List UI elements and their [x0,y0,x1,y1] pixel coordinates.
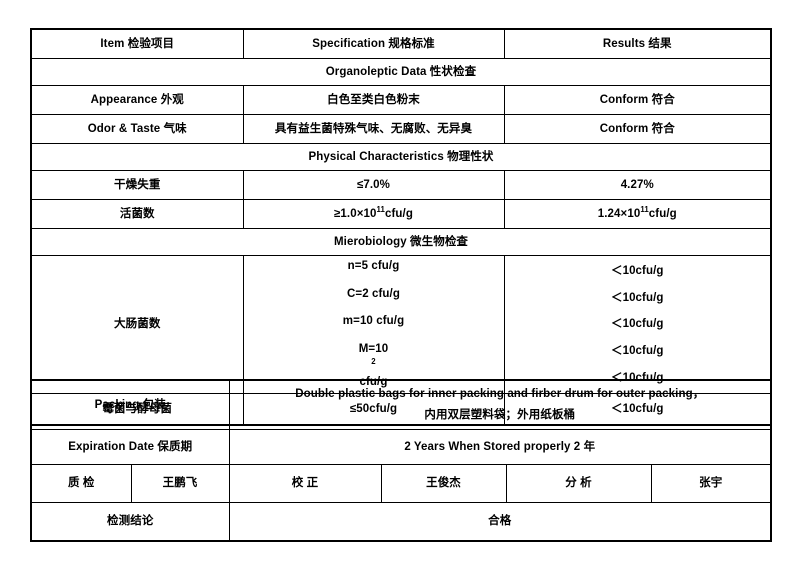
conclusion-value: 合格 [228,502,772,542]
signature-name-analysis: 张宇 [650,464,772,503]
conclusion-row: 检测结论 合格 [30,502,772,542]
row-item-appearance: Appearance 外观 [30,85,244,115]
row-spec-loss-on-drying: ≤7.0% [242,170,505,200]
coliform-spec-line-3: m=10 cfu/g [342,315,405,328]
section-title-microbiology: Mierobiology 微生物检查 [30,228,772,256]
table-row: 大肠菌数 n=5 cfu/g C=2 cfu/g m=10 cfu/g M=10… [30,254,772,395]
coliform-spec-line-1: n=5 cfu/g [347,260,400,272]
coliform-spec-m-exponent: 2 [371,356,376,366]
row-result-viable-count: 1.24×1011cfu/g [503,199,772,229]
row-result-loss-on-drying: 4.27% [503,170,772,200]
packing-and-signature-table: Packing 包装 Double plastic bags for inner… [30,379,773,542]
packing-value: Double plastic bags for inner packing an… [228,379,772,430]
section-title-physical: Physical Characteristics 物理性状 [30,143,772,171]
section-header-row-microbiology: Mierobiology 微生物检查 [30,228,772,256]
packing-row: Packing 包装 Double plastic bags for inner… [30,379,772,430]
row-spec-coliform: n=5 cfu/g C=2 cfu/g m=10 cfu/g M=10 2 cfu… [242,254,505,395]
result-viable-prefix: 1.24×10 [597,207,641,220]
spec-viable-prefix: ≥1.0×10 [334,207,377,220]
result-viable-suffix: cfu/g [648,207,677,220]
signature-role-qc: 质 检 [30,464,132,503]
section-title-organoleptic: Organoleptic Data 性状检查 [30,58,772,86]
expiration-label: Expiration Date 保质期 [30,429,230,465]
expiration-row: Expiration Date 保质期 2 Years When Stored … [30,429,772,465]
row-item-odor-taste: Odor & Taste 气味 [30,114,244,144]
table-row: Odor & Taste 气味 具有益生菌特殊气味、无腐败、无异臭 Confor… [30,114,772,144]
table-row: 活菌数 ≥1.0×1011cfu/g 1.24×1011cfu/g [30,199,772,229]
header-item: Item 检验项目 [30,28,244,59]
spec-viable-suffix: cfu/g [385,207,413,220]
coliform-spec-line-2: C=2 cfu/g [347,287,400,300]
packing-value-line-2: 内用双层塑料袋；外用纸板桶 [424,409,576,421]
row-item-viable-count: 活菌数 [30,199,244,229]
result-viable-exponent: 11 [640,204,649,214]
coliform-result-line-1: ＜10cfu/g [610,264,664,277]
row-spec-appearance: 白色至类白色粉末 [242,85,505,115]
coliform-result-line-4: ＜10cfu/g [610,344,664,357]
spec-viable-exponent: 11 [376,204,385,214]
row-result-coliform: ＜10cfu/g ＜10cfu/g ＜10cfu/g ＜10cfu/g ＜10c… [503,254,772,395]
table-row: 干燥失重 ≤7.0% 4.27% [30,170,772,200]
header-specification: Specification 规格标准 [242,28,505,59]
header-results: Results 结果 [503,28,772,59]
packing-value-line-1: Double plastic bags for inner packing an… [295,388,705,401]
row-spec-odor-taste: 具有益生菌特殊气味、无腐败、无异臭 [242,114,505,144]
section-header-row-organoleptic: Organoleptic Data 性状检查 [30,58,772,86]
analysis-results-table: Item 检验项目 Specification 规格标准 Results 结果 … [30,28,772,427]
expiration-value: 2 Years When Stored properly 2 年 [228,429,772,465]
row-item-loss-on-drying: 干燥失重 [30,170,244,200]
packing-label: Packing 包装 [30,379,230,430]
row-result-odor-taste: Conform 符合 [503,114,772,144]
table-header-row: Item 检验项目 Specification 规格标准 Results 结果 [30,28,772,59]
row-result-appearance: Conform 符合 [503,85,772,115]
signature-role-verification: 校 正 [228,464,382,503]
coliform-spec-m-prefix: M=10 [358,343,389,356]
section-header-row-physical: Physical Characteristics 物理性状 [30,143,772,171]
row-item-coliform: 大肠菌数 [30,254,244,395]
coliform-result-line-2: ＜10cfu/g [610,291,664,304]
row-spec-viable-count: ≥1.0×1011cfu/g [242,199,505,229]
signature-row: 质 检 王鹏飞 校 正 王俊杰 分 析 张宇 [30,464,772,503]
table-row: Appearance 外观 白色至类白色粉末 Conform 符合 [30,85,772,115]
coliform-result-line-3: ＜10cfu/g [610,318,664,331]
signature-role-analysis: 分 析 [505,464,652,503]
signature-name-qc: 王鹏飞 [130,464,230,503]
signature-name-verification: 王俊杰 [380,464,507,503]
conclusion-label: 检测结论 [30,502,230,542]
